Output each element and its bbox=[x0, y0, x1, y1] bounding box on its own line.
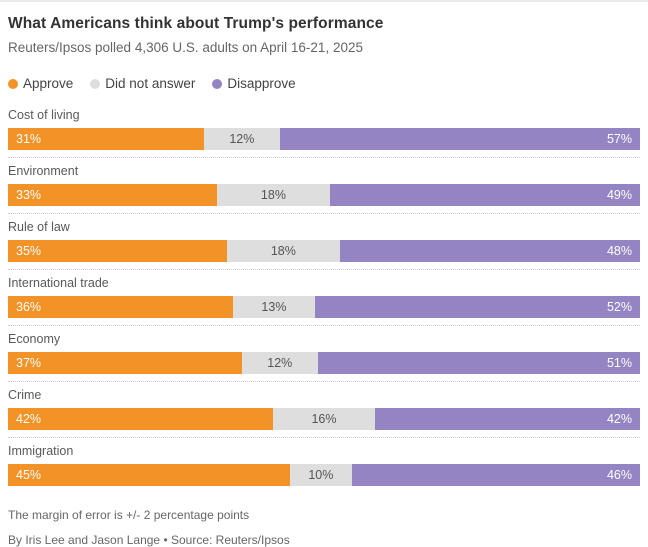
bar-value-did-not-answer: 13% bbox=[261, 300, 287, 314]
chart-row: Immigration 45% 10% 46% bbox=[8, 444, 640, 493]
disapprove-dot-icon bbox=[212, 78, 223, 89]
bar-segment-disapprove: 57% bbox=[279, 128, 640, 150]
bar-value-did-not-answer: 12% bbox=[229, 132, 255, 146]
page-title: What Americans think about Trump's perfo… bbox=[8, 15, 384, 32]
bar-value-disapprove: 42% bbox=[606, 412, 632, 426]
legend-label-did-not-answer: Did not answer bbox=[105, 76, 196, 91]
legend: Approve Did not answer Disapprove bbox=[8, 76, 640, 91]
bar-value-did-not-answer: 18% bbox=[270, 244, 296, 258]
legend-item-did-not-answer: Did not answer bbox=[90, 76, 195, 91]
bar-value-disapprove: 49% bbox=[606, 188, 633, 202]
bar-segment-did-not-answer: 10% bbox=[289, 464, 353, 486]
bar-segment-disapprove: 46% bbox=[352, 464, 640, 486]
approve-dot-icon bbox=[8, 78, 18, 89]
bar-segment-did-not-answer: 16% bbox=[273, 408, 375, 430]
bar-segment-approve: 42% bbox=[8, 408, 274, 430]
category-label: Economy bbox=[8, 332, 61, 346]
bar-value-did-not-answer: 18% bbox=[260, 188, 286, 202]
category-label: Immigration bbox=[8, 444, 74, 458]
legend-item-disapprove: Disapprove bbox=[212, 76, 296, 91]
bar-segment-approve: 36% bbox=[8, 296, 234, 318]
bar-value-did-not-answer: 10% bbox=[308, 468, 334, 482]
chart-row: Economy 37% 12% 51% bbox=[8, 332, 640, 382]
bar-value-disapprove: 48% bbox=[606, 244, 633, 258]
bar-segment-did-not-answer: 18% bbox=[216, 184, 331, 206]
bar-segment-approve: 45% bbox=[8, 464, 290, 486]
category-label: International trade bbox=[8, 276, 109, 290]
chart-subtitle: Reuters/Ipsos polled 4,306 U.S. adults o… bbox=[8, 40, 363, 55]
bar-value-approve: 36% bbox=[16, 300, 42, 314]
bar-value-did-not-answer: 16% bbox=[311, 412, 337, 426]
byline-source: By Iris Lee and Jason Lange • Source: Re… bbox=[8, 533, 290, 547]
bar-value-disapprove: 46% bbox=[606, 468, 632, 482]
chart-row: Crime 42% 16% 42% bbox=[8, 388, 640, 438]
bar-value-approve: 37% bbox=[16, 356, 42, 370]
bar-segment-approve: 31% bbox=[8, 128, 204, 150]
stacked-bar: 33% 18% 49% bbox=[8, 184, 641, 206]
bar-segment-approve: 33% bbox=[8, 184, 217, 206]
bar-segment-did-not-answer: 12% bbox=[241, 352, 318, 374]
bar-value-approve: 33% bbox=[16, 188, 42, 202]
chart-row: Environment 33% 18% 49% bbox=[8, 164, 641, 214]
legend-label-approve: Approve bbox=[23, 76, 74, 91]
stacked-bar: 36% 13% 52% bbox=[8, 296, 640, 318]
bar-value-disapprove: 52% bbox=[606, 300, 632, 314]
bar-segment-approve: 37% bbox=[8, 352, 242, 374]
bar-segment-disapprove: 49% bbox=[330, 184, 641, 206]
bar-value-approve: 31% bbox=[16, 132, 42, 146]
did-not-answer-dot-icon bbox=[90, 78, 101, 89]
bar-segment-disapprove: 51% bbox=[317, 352, 640, 374]
bar-value-approve: 42% bbox=[16, 412, 42, 426]
category-label: Crime bbox=[8, 388, 42, 402]
bar-segment-did-not-answer: 12% bbox=[203, 128, 280, 150]
chart-row: International trade 36% 13% 52% bbox=[8, 276, 640, 326]
stacked-bar: 42% 16% 42% bbox=[8, 408, 640, 430]
margin-of-error-note: The margin of error is +/- 2 percentage … bbox=[8, 508, 250, 522]
bar-segment-did-not-answer: 13% bbox=[233, 296, 315, 318]
chart-row: Rule of law 35% 18% 48% bbox=[8, 220, 641, 270]
stacked-bar: 37% 12% 51% bbox=[8, 352, 640, 374]
category-label: Environment bbox=[8, 164, 79, 178]
chart-row: Cost of living 31% 12% 57% bbox=[8, 108, 640, 158]
category-label: Rule of law bbox=[8, 220, 70, 234]
bar-segment-did-not-answer: 18% bbox=[227, 240, 340, 262]
stacked-bar: 31% 12% 57% bbox=[8, 128, 640, 150]
bar-rows: Cost of living 31% 12% 57% Environment 3… bbox=[8, 108, 641, 493]
bar-segment-disapprove: 52% bbox=[314, 296, 640, 318]
stacked-bar: 45% 10% 46% bbox=[8, 464, 640, 486]
stacked-bar: 35% 18% 48% bbox=[8, 240, 641, 262]
bar-value-approve: 35% bbox=[16, 244, 42, 258]
legend-item-approve: Approve bbox=[8, 76, 73, 91]
bar-value-approve: 45% bbox=[16, 468, 42, 482]
bar-value-disapprove: 57% bbox=[606, 132, 632, 146]
bar-value-disapprove: 51% bbox=[606, 356, 632, 370]
bar-segment-approve: 35% bbox=[8, 240, 228, 262]
bar-segment-disapprove: 42% bbox=[374, 408, 640, 430]
bar-value-did-not-answer: 12% bbox=[267, 356, 293, 370]
legend-label-disapprove: Disapprove bbox=[227, 76, 296, 91]
bar-segment-disapprove: 48% bbox=[339, 240, 641, 262]
footer: The margin of error is +/- 2 percentage … bbox=[8, 508, 640, 547]
category-label: Cost of living bbox=[8, 108, 80, 122]
